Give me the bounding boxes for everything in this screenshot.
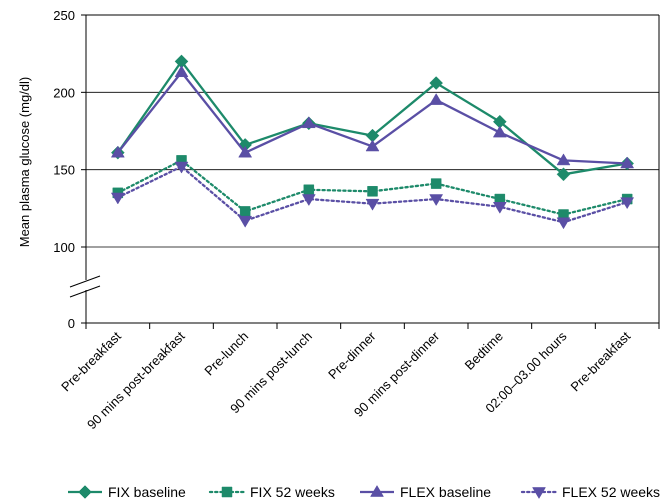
x-tick-label: Bedtime (462, 329, 506, 373)
data-point (430, 178, 442, 189)
legend-marker (370, 485, 384, 497)
legend-marker (221, 486, 233, 498)
y-tick-label: 100 (53, 240, 75, 255)
axes (69, 14, 660, 329)
data-point (556, 167, 571, 182)
y-tick-labels: 0 100 150 200 250 (53, 8, 75, 331)
data-point (110, 192, 125, 205)
y-tick-label: 0 (68, 316, 75, 331)
data-point (429, 76, 444, 90)
data-point (620, 197, 635, 210)
data-point (174, 161, 189, 174)
x-tick-label: Pre-dinner (325, 328, 379, 382)
data-point (174, 65, 189, 78)
data-point (556, 217, 571, 230)
data-point (429, 194, 444, 207)
data-point (492, 125, 507, 138)
y-tick-label: 150 (53, 163, 75, 178)
axis-break-mark (69, 285, 101, 298)
legend-label: FLEX 52 weeks (562, 484, 660, 500)
grid-lines (86, 91, 659, 248)
axis-break-mark (69, 275, 101, 288)
data-point (365, 139, 380, 152)
data-point (365, 198, 380, 211)
legend-marker (532, 487, 546, 499)
y-tick-label: 250 (53, 8, 75, 23)
x-tick-label: Pre-lunch (201, 329, 251, 379)
data-point (303, 184, 315, 196)
series-lines (110, 54, 635, 230)
data-point (492, 201, 507, 214)
data-point (110, 145, 125, 158)
legend-marker (78, 485, 92, 499)
legend-label: FIX 52 weeks (250, 484, 335, 500)
data-point (301, 194, 316, 207)
y-tick-label: 200 (53, 85, 75, 100)
data-point (238, 145, 253, 158)
data-point (301, 116, 316, 129)
data-point (239, 206, 251, 217)
x-tick-label: Pre-breakfast (567, 328, 633, 394)
series-line (116, 60, 628, 176)
legend: FIX baseline FIX 52 weeks FLEX baseline FLE… (68, 484, 660, 500)
legend-label: FLEX baseline (400, 484, 491, 500)
data-point (238, 215, 253, 228)
legend-label: FIX baseline (108, 484, 186, 500)
x-tick-label: Pre-breakfast (58, 328, 124, 394)
data-point (429, 93, 444, 105)
y-axis-title: Mean plasma glucose (mg/dl) (17, 77, 32, 248)
data-point (556, 153, 571, 166)
data-point (367, 186, 378, 197)
data-point (620, 156, 635, 169)
